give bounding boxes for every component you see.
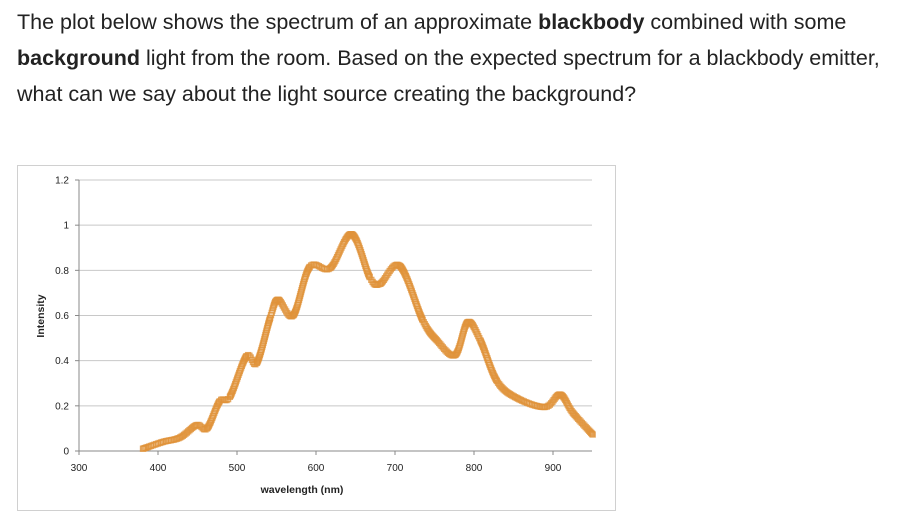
question-text: The plot below shows the spectrum of an … bbox=[17, 4, 897, 112]
x-tick-label: 900 bbox=[545, 463, 562, 474]
y-tick-label: 1.2 bbox=[55, 176, 69, 187]
question-segment: The plot below shows the spectrum of an … bbox=[17, 10, 539, 34]
data-point-marker bbox=[587, 429, 595, 436]
question-segment: combined with some bbox=[644, 10, 847, 34]
data-point-marker bbox=[355, 243, 363, 250]
y-tick-label: 0 bbox=[63, 447, 69, 458]
data-point-marker bbox=[589, 431, 596, 438]
data-point-marker bbox=[588, 430, 596, 437]
x-tick-label: 800 bbox=[466, 463, 483, 474]
bold-term: background bbox=[17, 46, 141, 70]
y-tick-label: 0.2 bbox=[55, 401, 69, 412]
y-tick-label: 0.8 bbox=[55, 266, 69, 277]
x-axis-label: wavelength (nm) bbox=[260, 484, 344, 496]
y-tick-label: 0.6 bbox=[55, 311, 69, 322]
y-tick-label: 0.4 bbox=[55, 356, 69, 367]
bold-term: blackbody bbox=[538, 10, 645, 34]
x-tick-label: 400 bbox=[150, 463, 167, 474]
data-series bbox=[139, 231, 596, 452]
y-tick-label: 1 bbox=[63, 221, 69, 232]
x-tick-label: 300 bbox=[71, 463, 88, 474]
chart-frame bbox=[17, 165, 616, 511]
x-tick-label: 500 bbox=[229, 463, 246, 474]
data-point-marker bbox=[471, 325, 478, 332]
data-point-marker bbox=[223, 396, 230, 404]
x-tick-label: 600 bbox=[308, 463, 325, 474]
question-segment: light from the room. Based on the expect… bbox=[17, 46, 880, 106]
x-tick-label: 700 bbox=[387, 463, 404, 474]
y-axis-label: Intensity bbox=[35, 294, 47, 337]
